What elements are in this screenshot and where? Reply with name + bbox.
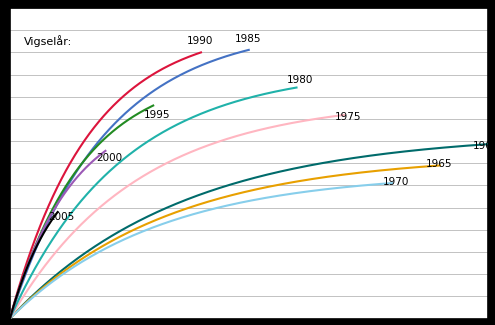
Text: 1960: 1960 bbox=[473, 141, 495, 150]
Text: 1995: 1995 bbox=[144, 110, 170, 120]
Text: 1990: 1990 bbox=[187, 36, 213, 46]
Text: 1965: 1965 bbox=[426, 159, 452, 169]
Text: 1970: 1970 bbox=[383, 177, 409, 187]
Text: 2005: 2005 bbox=[48, 213, 74, 222]
Text: 2000: 2000 bbox=[96, 152, 122, 162]
Text: 1975: 1975 bbox=[335, 112, 361, 122]
Text: 1985: 1985 bbox=[235, 34, 261, 44]
Text: Vigselår:: Vigselår: bbox=[24, 35, 72, 47]
Text: 1980: 1980 bbox=[287, 75, 313, 85]
